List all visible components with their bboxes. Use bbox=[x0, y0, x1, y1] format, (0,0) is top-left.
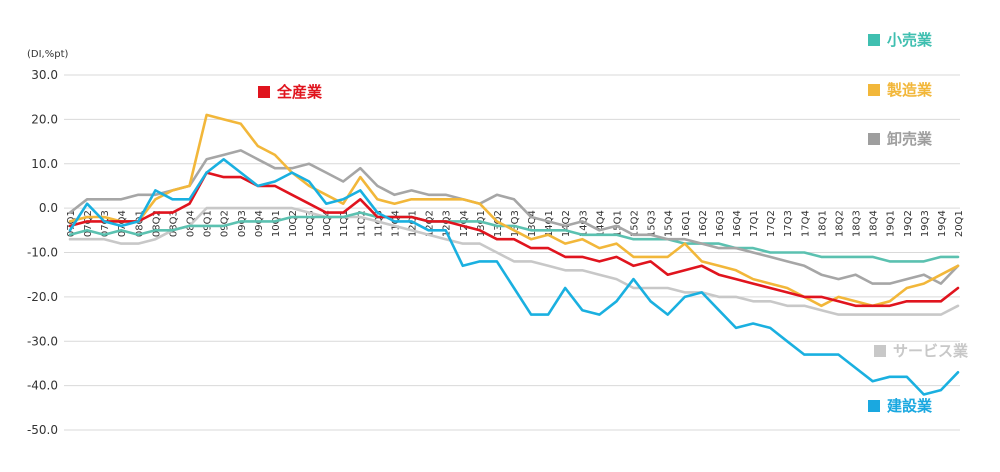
x-tick-label: 20Q1 bbox=[954, 210, 965, 237]
x-tick-label: 16Q4 bbox=[732, 210, 743, 237]
y-tick-label: 20.0 bbox=[31, 112, 58, 126]
x-tick-label: 16Q3 bbox=[715, 210, 726, 237]
legend-swatch bbox=[258, 86, 270, 98]
x-tick-label: 12Q3 bbox=[442, 210, 453, 237]
y-tick-label: -50.0 bbox=[27, 423, 58, 437]
y-tick-label: -20.0 bbox=[27, 290, 58, 304]
x-tick-label: 10Q1 bbox=[271, 210, 282, 237]
legend-label: 小売業 bbox=[887, 31, 933, 49]
x-tick-label: 07Q3 bbox=[100, 210, 111, 237]
x-tick-label: 18Q4 bbox=[869, 210, 880, 237]
y-tick-label: -10.0 bbox=[27, 246, 58, 260]
x-tick-label: 07Q2 bbox=[83, 210, 94, 237]
legend-item: 卸売業 bbox=[868, 130, 933, 148]
legend-label: 製造業 bbox=[886, 81, 933, 99]
legend-label: 建設業 bbox=[887, 397, 933, 415]
series-line-小売業 bbox=[68, 211, 960, 263]
legend-item: 製造業 bbox=[868, 81, 933, 99]
x-tick-label: 17Q1 bbox=[749, 210, 760, 237]
x-tick-label: 12Q2 bbox=[425, 210, 436, 237]
y-tick-label: 10.0 bbox=[31, 157, 58, 171]
x-tick-label: 08Q3 bbox=[168, 210, 179, 237]
series-line-建設業 bbox=[68, 158, 960, 396]
x-tick-label: 15Q3 bbox=[647, 210, 658, 237]
x-tick-label: 16Q1 bbox=[681, 210, 692, 237]
x-tick-label: 18Q2 bbox=[834, 210, 845, 237]
series-line-サービス業 bbox=[68, 206, 960, 316]
series-line-卸売業 bbox=[68, 149, 960, 285]
x-tick-label: 15Q1 bbox=[612, 210, 623, 237]
x-tick-label: 09Q4 bbox=[254, 210, 265, 237]
x-tick-label: 13Q1 bbox=[476, 210, 487, 237]
legend-item: サービス業 bbox=[874, 342, 969, 360]
x-tick-label: 18Q3 bbox=[852, 210, 863, 237]
x-tick-label: 09Q3 bbox=[237, 210, 248, 237]
legend-item: 建設業 bbox=[868, 397, 933, 415]
x-tick-label: 19Q4 bbox=[937, 210, 948, 237]
y-axis-ticks: 30.0 20.0 10.0 0.0 -10.0 -20.0 -30.0 -40.0 -50.0 bbox=[27, 68, 58, 437]
x-tick-label: 19Q2 bbox=[903, 210, 914, 237]
series-lines bbox=[68, 113, 960, 396]
legend-swatch bbox=[874, 345, 886, 357]
x-tick-label: 11Q4 bbox=[390, 210, 401, 237]
x-tick-label: 07Q4 bbox=[117, 210, 128, 237]
x-tick-label: 17Q3 bbox=[783, 210, 794, 237]
x-tick-label: 17Q2 bbox=[766, 210, 777, 237]
legend-swatch bbox=[868, 400, 880, 412]
x-tick-label: 08Q2 bbox=[151, 210, 162, 237]
x-tick-label: 10Q4 bbox=[322, 210, 333, 237]
x-tick-label: 13Q3 bbox=[510, 210, 521, 237]
x-tick-label: 10Q3 bbox=[305, 210, 316, 237]
x-tick-label: 19Q3 bbox=[920, 210, 931, 237]
x-tick-label: 11Q1 bbox=[339, 210, 350, 237]
x-tick-label: 10Q2 bbox=[288, 210, 299, 237]
series-line-全産業 bbox=[68, 171, 960, 308]
x-tick-label: 18Q1 bbox=[817, 210, 828, 237]
x-tick-label: 14Q4 bbox=[595, 210, 606, 237]
legend-item: 小売業 bbox=[868, 31, 933, 49]
y-tick-label: -30.0 bbox=[27, 334, 58, 348]
x-tick-label: 12Q4 bbox=[459, 210, 470, 237]
x-tick-label: 11Q2 bbox=[356, 210, 367, 237]
legend-swatch bbox=[868, 84, 880, 96]
series-line-製造業 bbox=[68, 113, 960, 308]
x-tick-label: 13Q4 bbox=[527, 210, 538, 237]
x-tick-label: 19Q1 bbox=[886, 210, 897, 237]
y-tick-label: 0.0 bbox=[39, 201, 58, 215]
x-tick-label: 14Q1 bbox=[544, 210, 555, 237]
x-tick-label: 17Q4 bbox=[800, 210, 811, 237]
x-tick-label: 08Q1 bbox=[134, 210, 145, 237]
x-tick-label: 09Q2 bbox=[220, 210, 231, 237]
x-tick-label: 15Q2 bbox=[630, 210, 641, 237]
x-tick-label: 11Q3 bbox=[373, 210, 384, 237]
x-tick-label: 09Q1 bbox=[203, 210, 214, 237]
legend-swatch bbox=[868, 133, 880, 145]
legend-swatch bbox=[868, 34, 880, 46]
y-tick-label: -40.0 bbox=[27, 379, 58, 393]
unit-label: (DI,%pt) bbox=[27, 49, 69, 60]
grid-lines bbox=[64, 74, 960, 431]
legend-label: 卸売業 bbox=[887, 130, 933, 148]
x-tick-label: 15Q4 bbox=[664, 210, 675, 237]
y-tick-label: 30.0 bbox=[31, 68, 58, 82]
legend-label: 全産業 bbox=[276, 83, 323, 101]
legend-label: サービス業 bbox=[893, 342, 969, 360]
x-tick-label: 07Q1 bbox=[66, 210, 77, 237]
legend-item: 全産業 bbox=[258, 83, 323, 101]
x-tick-label: 14Q2 bbox=[561, 210, 572, 237]
x-tick-label: 16Q2 bbox=[698, 210, 709, 237]
